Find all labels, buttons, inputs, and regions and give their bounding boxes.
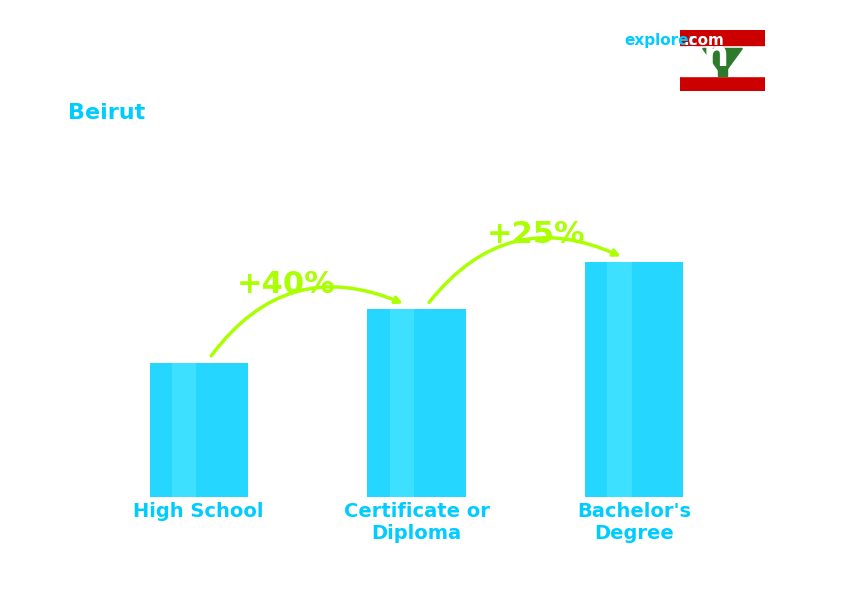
Bar: [172, 363, 196, 497]
Text: 5,950,000 LBP: 5,950,000 LBP: [42, 335, 188, 353]
Polygon shape: [703, 48, 742, 76]
Text: 10,400,000 LBP: 10,400,000 LBP: [645, 235, 803, 253]
Text: explorer: explorer: [625, 33, 697, 48]
Text: salary: salary: [578, 33, 631, 48]
Bar: [680, 76, 765, 91]
Bar: [586, 262, 683, 497]
Text: .com: .com: [683, 33, 724, 48]
Text: 8,320,000 LBP: 8,320,000 LBP: [343, 282, 490, 300]
Text: Salary Comparison By Education: Salary Comparison By Education: [68, 39, 729, 73]
Text: +40%: +40%: [236, 270, 335, 299]
Bar: [389, 309, 414, 497]
Text: Beirut: Beirut: [68, 103, 145, 123]
Bar: [680, 45, 765, 76]
Text: Pet Groomer: Pet Groomer: [68, 76, 227, 96]
Bar: [718, 67, 727, 76]
Bar: [608, 262, 632, 497]
Text: Average Monthly Salary: Average Monthly Salary: [814, 236, 824, 370]
Text: +25%: +25%: [487, 220, 586, 248]
Bar: [367, 309, 466, 497]
Bar: [150, 363, 247, 497]
Bar: [680, 30, 765, 45]
